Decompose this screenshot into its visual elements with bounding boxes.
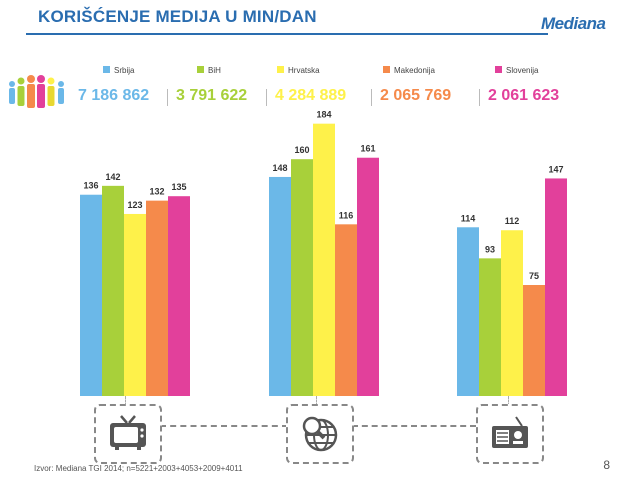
internet-globe-icon xyxy=(302,416,338,452)
legend-swatch xyxy=(103,66,110,73)
data-label: 135 xyxy=(171,182,186,192)
connector-radio xyxy=(508,396,510,406)
data-label: 123 xyxy=(127,200,142,210)
legend-label: Hrvatska xyxy=(288,66,320,75)
connector-internet xyxy=(316,396,318,406)
legend-label: Slovenija xyxy=(506,66,539,75)
bar-srbija-radio xyxy=(457,227,479,396)
radio-icon-box xyxy=(476,404,544,464)
country-total: 2 065 769 xyxy=(380,87,452,104)
bar-makedonija-tv xyxy=(146,200,168,396)
title-divider xyxy=(26,33,548,35)
bar-slovenija-internet xyxy=(357,157,379,396)
radio-icon xyxy=(492,416,528,448)
total-separator xyxy=(371,89,372,106)
data-label: 114 xyxy=(461,213,476,223)
data-label: 132 xyxy=(149,187,164,197)
page-title: KORIŠĆENJE MEDIJA U MIN/DAN xyxy=(38,7,317,26)
data-label: 75 xyxy=(529,271,539,281)
people-group-icon xyxy=(9,75,64,108)
country-total: 7 186 862 xyxy=(78,87,150,104)
bar-slovenija-tv xyxy=(168,196,190,396)
legend-label: BiH xyxy=(208,66,221,75)
bar-group-radio: 114 93 112 75 147 xyxy=(457,164,567,396)
bar-bih-radio xyxy=(479,258,501,396)
bar-hrvatska-tv xyxy=(124,213,146,396)
legend-item: Slovenija xyxy=(495,66,539,75)
dashed-line-left xyxy=(160,425,288,427)
connector-tv xyxy=(125,396,127,406)
data-label: 160 xyxy=(294,145,309,155)
legend-swatch xyxy=(495,66,502,73)
bar-hrvatska-internet xyxy=(313,123,335,397)
page-number: 8 xyxy=(603,458,610,472)
bar-groups: 136 142 123 132 135 148 160 184 116 161 114 93 112 75… xyxy=(80,110,567,397)
data-label: 136 xyxy=(83,181,98,191)
bar-makedonija-radio xyxy=(523,285,545,396)
bar-srbija-tv xyxy=(80,194,102,396)
total-separator xyxy=(479,89,480,106)
data-label: 184 xyxy=(316,110,331,120)
country-total: 3 791 622 xyxy=(176,87,248,104)
legend-swatch xyxy=(383,66,390,73)
legend-item: Hrvatska xyxy=(277,66,320,75)
legend-label: Srbija xyxy=(114,66,135,75)
mediana-logo: Mediana xyxy=(541,14,625,40)
data-label: 93 xyxy=(485,244,495,254)
legend-item: BiH xyxy=(197,66,221,75)
data-label: 161 xyxy=(360,144,375,154)
bar-bih-tv xyxy=(102,185,124,396)
logo-text: Mediana xyxy=(541,14,606,33)
dashed-line-right xyxy=(352,425,476,427)
bar-bih-internet xyxy=(291,159,313,396)
data-label: 112 xyxy=(505,216,520,226)
legend-swatch xyxy=(197,66,204,73)
bar-hrvatska-radio xyxy=(501,230,523,396)
country-total: 4 284 889 xyxy=(275,87,347,104)
legend: Srbija BiH Hrvatska Makedonija Slovenija xyxy=(103,66,539,75)
bar-srbija-internet xyxy=(269,176,291,396)
legend-item: Srbija xyxy=(103,66,135,75)
total-separator xyxy=(167,89,168,106)
data-label: 116 xyxy=(339,210,354,220)
data-label: 142 xyxy=(105,172,120,182)
legend-swatch xyxy=(277,66,284,73)
country-totals: 7 186 862 3 791 622 4 284 889 2 065 769 2 06… xyxy=(0,87,638,107)
bar-group-tv: 136 142 123 132 135 xyxy=(80,172,190,396)
internet-icon-box xyxy=(286,404,354,464)
country-total: 2 061 623 xyxy=(488,87,560,104)
bar-slovenija-radio xyxy=(545,178,567,396)
total-separator xyxy=(266,89,267,106)
bar-makedonija-internet xyxy=(335,224,357,396)
legend-item: Makedonija xyxy=(383,66,435,75)
source-footnote: Izvor: Mediana TGI 2014; n=5221+2003+405… xyxy=(34,464,243,473)
data-label: 148 xyxy=(272,163,287,173)
bar-group-internet: 148 160 184 116 161 xyxy=(269,110,379,397)
legend-label: Makedonija xyxy=(394,66,435,75)
tv-icon xyxy=(110,415,146,450)
tv-icon-box xyxy=(94,404,162,464)
data-label: 147 xyxy=(548,164,563,174)
